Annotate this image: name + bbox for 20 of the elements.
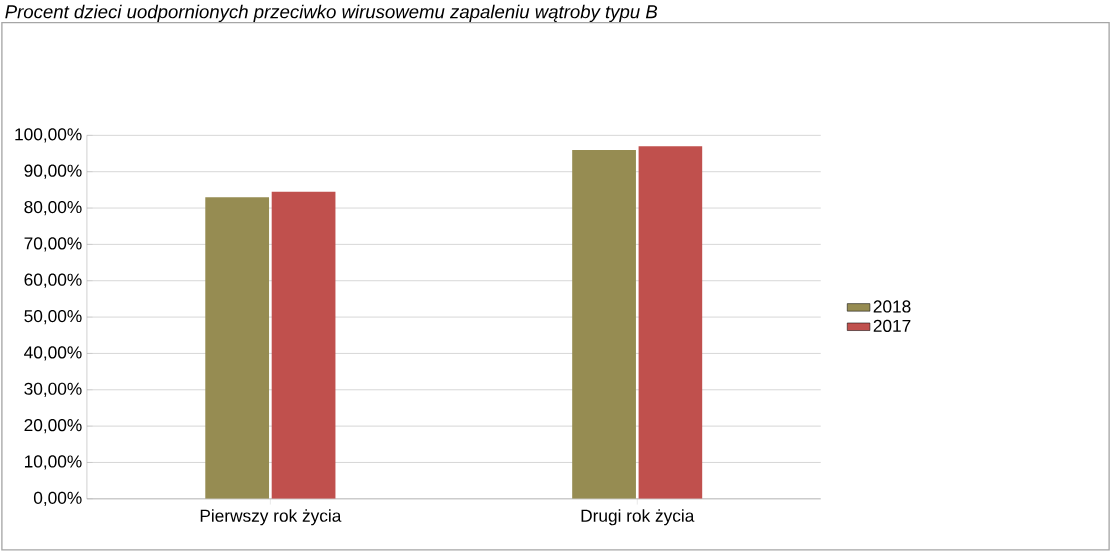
legend-label: 2018 [873,300,911,313]
y-tick-label: 10,00% [24,455,82,470]
legend-label: 2017 [873,319,911,333]
x-tick-label: Drugi rok życia [581,509,695,526]
x-tick-label: Pierwszy rok życia [200,509,342,526]
y-tick-label: 0,00% [33,491,82,507]
y-tick-label: 50,00% [24,310,82,325]
y-tick-label: 90,00% [24,164,82,179]
y-tick-label: 80,00% [24,201,82,216]
bar [638,146,703,499]
y-tick-label: 60,00% [24,273,82,288]
bar [271,191,336,499]
y-tick-label: 20,00% [24,419,82,434]
y-tick-label: 30,00% [24,382,82,398]
y-tick-label: 70,00% [24,237,82,252]
y-tick-label: 40,00% [24,346,82,361]
y-tick-label: 100,00% [15,128,82,143]
bar [205,197,270,499]
chart-title: Procent dzieci uodpornionych przeciwko wirusowemu zapaleniu wątroby typu B [5,4,658,23]
bar [572,150,636,499]
